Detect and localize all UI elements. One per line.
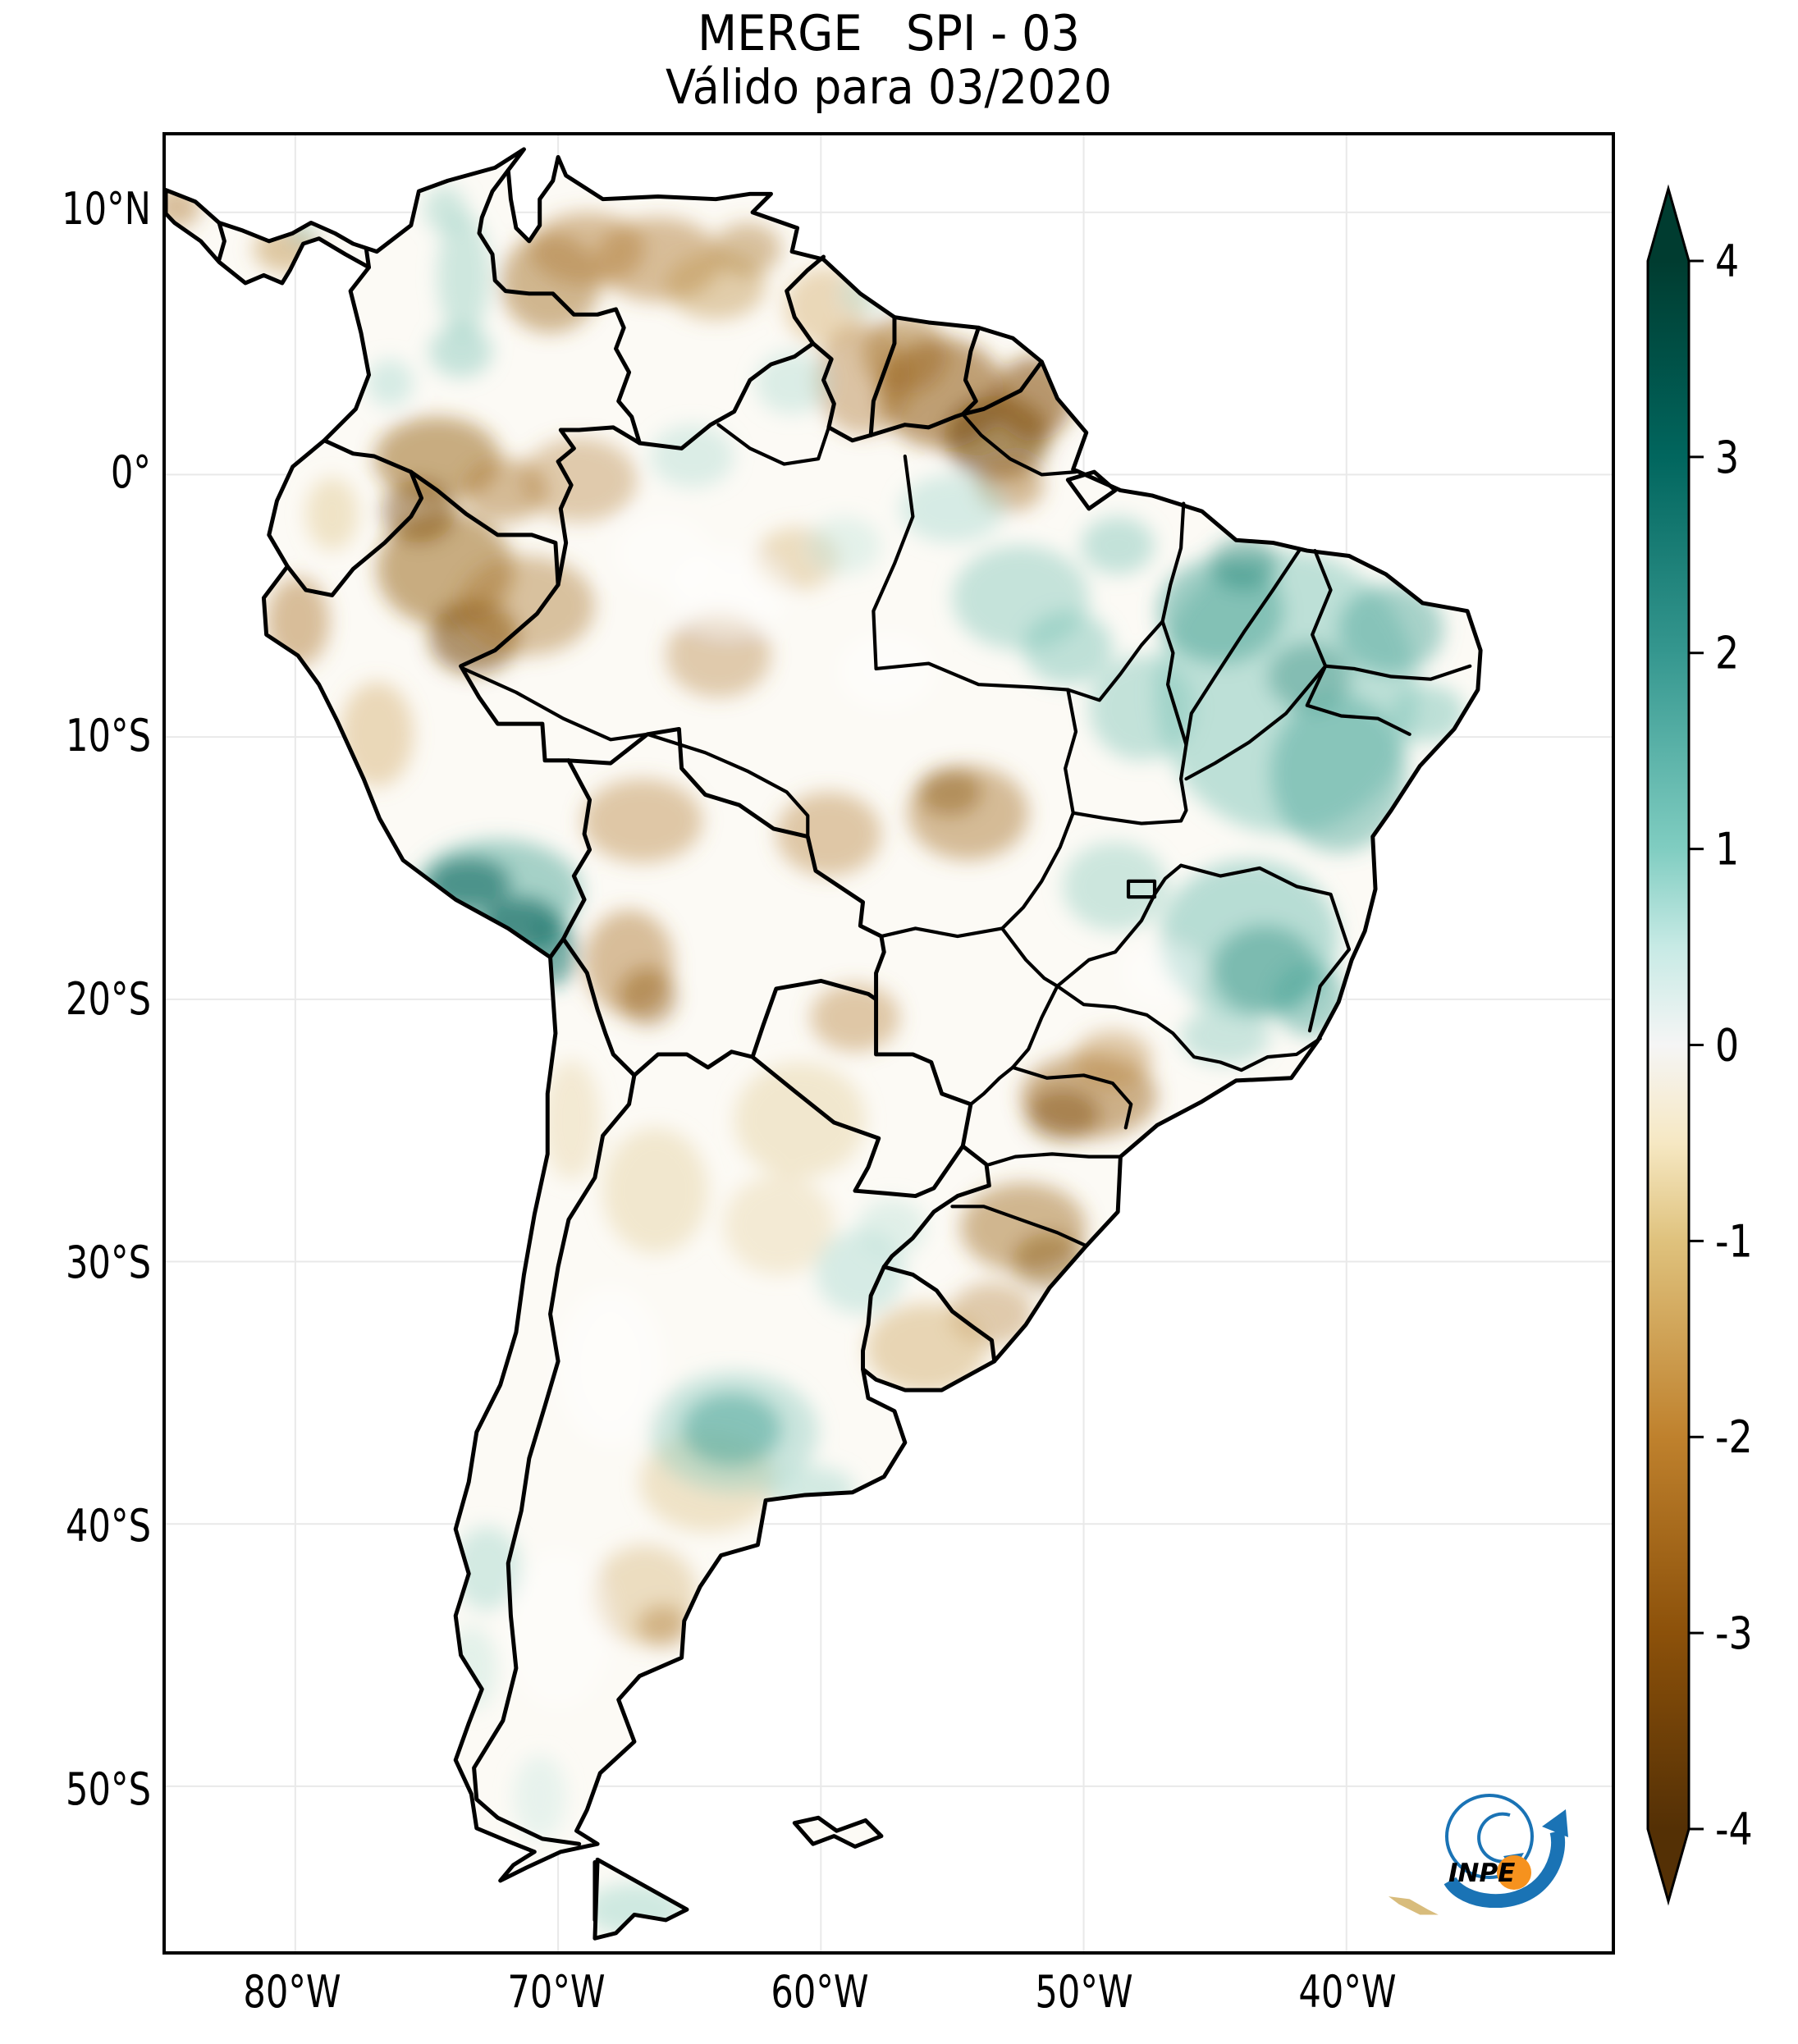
colorbar-tick-label: 4: [1715, 235, 1739, 287]
frguiana-brazil: [960, 359, 1044, 417]
paraguay-brazil: [874, 997, 973, 1149]
chart-subtitle: Válido para 03/2020: [666, 59, 1112, 115]
marajo-island: [1065, 469, 1118, 511]
south-georgia-island: [1388, 1896, 1439, 1915]
y-tick-label: 0°: [110, 446, 151, 499]
y-tick-label: 10°N: [62, 183, 151, 235]
y-tick-label: 10°S: [66, 710, 151, 762]
distrito-federal: [1126, 879, 1157, 899]
minas-rio: [1239, 1036, 1322, 1072]
chart-title: MERGE SPI - 03: [697, 5, 1081, 62]
x-tick-label: 60°W: [771, 1966, 870, 2018]
colorbar-tick-label: 2: [1715, 627, 1739, 679]
goias-minas: [1055, 863, 1183, 988]
tocantins-goias: [1071, 811, 1183, 825]
colorbar-tick-label: -4: [1715, 1803, 1753, 1855]
guyana-brazil: [811, 341, 873, 443]
ecuador-peru: [285, 469, 424, 597]
argentina-uruguay: [861, 1264, 886, 1372]
sc-rs: [950, 1205, 1088, 1248]
parana-sc: [987, 1152, 1123, 1167]
tocantins-bahia: [1178, 743, 1188, 823]
colorbar-tick-label: -1: [1715, 1215, 1753, 1268]
colorbar-tick-label: 3: [1715, 431, 1739, 483]
saopaulo-parana: [1011, 1065, 1133, 1130]
venezuela-guyana: [785, 254, 826, 346]
pernambuco-bahia: [1305, 664, 1411, 736]
logo-swoosh: [1443, 1829, 1566, 1908]
costarica-panama: [217, 220, 226, 262]
logo-orange-dot: [1497, 1855, 1531, 1890]
state-borders: [461, 412, 1472, 1248]
colombia-ecuador: [322, 438, 414, 474]
piaui-bahia: [1184, 664, 1328, 781]
colorbar-gradient: [1646, 184, 1690, 1906]
piaui-ceara: [1311, 548, 1333, 668]
roraima-amazonas: [716, 423, 830, 466]
logo-orbit-inner: [1477, 1812, 1513, 1863]
colombia-peru: [409, 469, 560, 588]
y-tick-label: 50°S: [66, 1763, 151, 1816]
minas-saopaulo: [1055, 984, 1243, 1072]
rondonia-matogrosso: [645, 732, 810, 839]
amazonas-para: [872, 454, 915, 671]
bolivia-argentina: [632, 1049, 755, 1077]
colorbar-tick-label: 0: [1715, 1019, 1739, 1072]
matogrosso-ms: [879, 926, 1004, 939]
brazil-uruguay: [881, 1264, 997, 1364]
colombia-venezuela: [477, 168, 642, 446]
pernambuco-north: [1324, 664, 1472, 681]
goias-ms: [1000, 926, 1059, 988]
bolivia-paraguay: [750, 978, 879, 1059]
x-tick-label: 40°W: [1298, 1966, 1398, 2018]
bahia-minas: [1178, 863, 1352, 952]
y-tick-label: 40°S: [66, 1500, 151, 1552]
x-tick-label: 50°W: [1035, 1966, 1133, 2018]
guyana-suriname: [868, 315, 897, 437]
colorbar-tick-label: 1: [1715, 823, 1739, 876]
country-borders: [217, 168, 1044, 1923]
south-america-spi-map: [166, 135, 1612, 1951]
chile-argentina: [472, 1072, 637, 1846]
peru-brazil: [459, 583, 571, 763]
suriname-brazil: [868, 412, 965, 437]
paraguay-argentina: [750, 1054, 965, 1199]
maranhao-para: [1160, 501, 1186, 624]
bolivia-brazil: [566, 726, 886, 1002]
colombia-brazil: [556, 425, 642, 588]
y-tick-label: 30°S: [66, 1237, 151, 1289]
venezuela-brazil: [637, 341, 816, 450]
x-tick-label: 80°W: [243, 1966, 342, 2018]
spi-field: [166, 149, 1481, 1939]
matogrosso-tocantins: [1064, 688, 1078, 815]
amapa-para: [961, 412, 1078, 477]
maranhao-piaui: [1184, 548, 1302, 747]
colorbar-tick-label: -2: [1715, 1411, 1753, 1464]
falkland-islands: [792, 1815, 884, 1849]
peru-chile: [548, 936, 565, 960]
inpe-logo: INPE: [1443, 1794, 1568, 1908]
x-tick-label: 70°W: [507, 1966, 606, 2018]
logo-text: INPE: [1448, 1859, 1515, 1888]
bolivia-chile: [560, 936, 637, 1077]
logo-orbit-outer: [1445, 1794, 1534, 1879]
peru-bolivia: [560, 758, 592, 941]
panama-colombia: [364, 246, 372, 270]
minas-espiritosanto: [1307, 947, 1352, 1033]
colorbar-tick-label: -3: [1715, 1607, 1753, 1659]
ms-saopaulo: [1011, 984, 1059, 1069]
para-tocantins: [1066, 620, 1164, 702]
y-tick-label: 20°S: [66, 973, 151, 1026]
matogrosso-goias: [1000, 811, 1075, 931]
tierra-del-fuego: [592, 1857, 689, 1941]
maranhao-tocantins: [1160, 620, 1188, 747]
para-matogrosso: [874, 661, 1070, 692]
brazil-argentina: [881, 1144, 991, 1269]
suriname-frguiana: [960, 325, 981, 417]
ms-parana: [968, 1065, 1015, 1106]
logo-arrowhead-icon: [1542, 1809, 1568, 1837]
acre-amazonas: [461, 666, 650, 742]
map-frame: [162, 132, 1615, 1955]
